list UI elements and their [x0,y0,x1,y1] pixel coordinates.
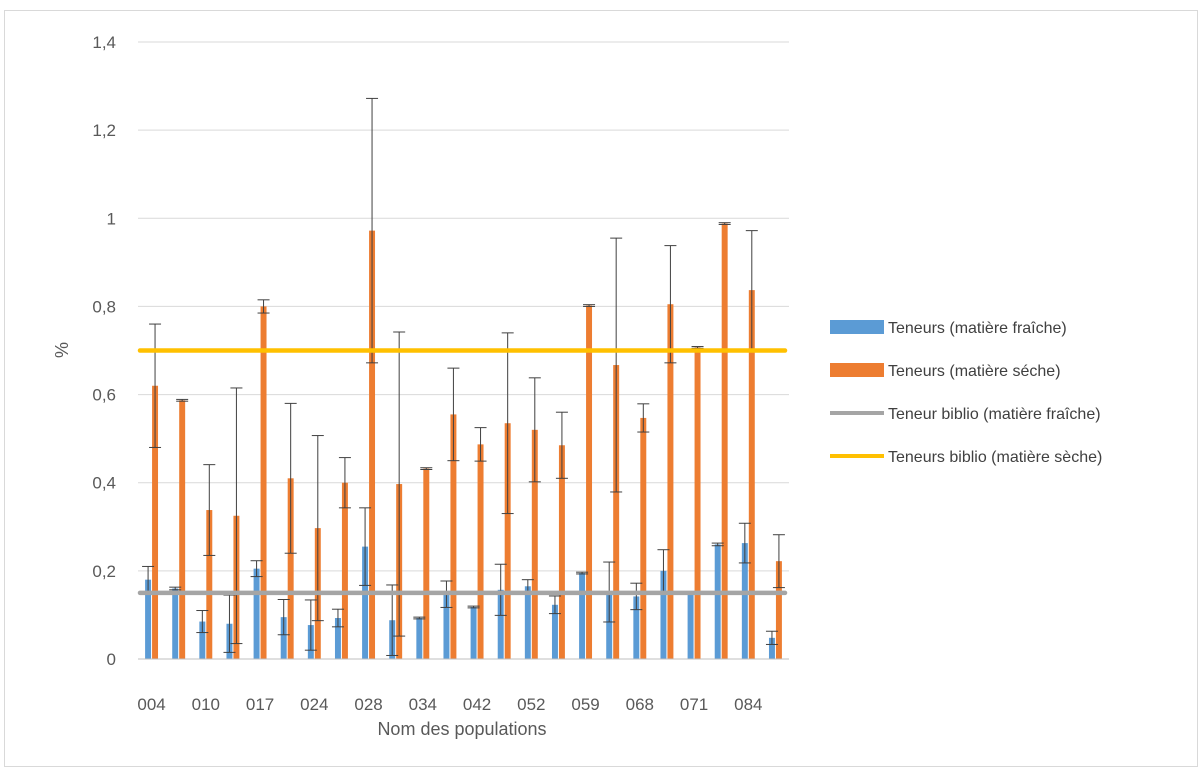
y-tick-label: 0,8 [92,297,116,316]
x-tick-label: 010 [192,695,220,714]
bar [694,347,701,659]
bar [640,417,647,659]
x-tick-label: 052 [517,695,545,714]
bar [721,223,728,659]
bar [768,637,775,659]
bar [369,230,376,659]
x-tick-label: 071 [680,695,708,714]
y-tick-label: 0,2 [92,562,116,581]
bar [423,468,430,659]
bar [470,606,477,659]
bar [586,305,593,659]
bar [260,306,267,659]
chart-frame: 0 0,2 0,4 0,6 0,8 1 1,2 1,4 004 010 017 024 028 034 04… [4,10,1198,767]
x-tick-label: 028 [354,695,382,714]
legend-swatch [830,363,884,377]
x-tick-label: 004 [137,695,165,714]
bar [741,543,748,659]
y-tick-label: 1 [107,209,116,228]
bar [524,586,531,659]
legend-label: Teneur biblio (matière fraîche) [888,406,1101,423]
legend-label: Teneurs (matière fraîche) [888,320,1067,337]
bar [253,568,260,659]
legend-label: Teneurs biblio (matière sèche) [888,449,1102,466]
bar [206,510,213,659]
bar [416,618,423,659]
bar [504,423,511,659]
bar [667,304,674,659]
bar [172,588,179,659]
y-tick-label: 0,4 [92,474,116,493]
bar [443,594,450,659]
x-tick-label: 042 [463,695,491,714]
legend: Teneurs (matière fraîche) Teneurs (matièr… [830,320,1102,466]
x-tick-label: 068 [626,695,654,714]
bar [633,596,640,659]
bar [362,546,369,659]
bar [287,478,294,659]
bar [558,445,565,659]
x-axis-title: Nom des populations [377,719,546,739]
bar [775,561,782,659]
bar [606,592,613,659]
axes: 0 0,2 0,4 0,6 0,8 1 1,2 1,4 004 010 017 024 028 034 04… [92,33,789,714]
y-tick-label: 0,6 [92,386,116,405]
bar [497,589,504,659]
bar [477,444,484,659]
bar [714,544,721,659]
x-tick-label: 024 [300,695,328,714]
x-tick-label: 017 [246,695,274,714]
bar [551,604,558,659]
gridlines [138,41,789,572]
x-tick-label: 084 [734,695,762,714]
bars [145,223,782,659]
bar [687,592,694,659]
bar [145,579,152,659]
bar [579,573,586,659]
bar [450,414,457,659]
legend-label: Teneurs (matière séche) [888,363,1061,380]
y-tick-label: 1,2 [92,121,116,140]
y-tick-label: 1,4 [92,33,116,52]
y-tick-label: 0 [107,650,116,669]
x-tick-label: 059 [571,695,599,714]
bar [660,570,667,659]
bar [341,482,348,659]
bar [531,429,538,659]
reference-lines [137,348,788,596]
bar [179,400,186,659]
bar [152,385,159,659]
bar [613,365,620,659]
bar [334,618,341,659]
bar [280,617,287,659]
bar [748,290,755,659]
bar [199,621,206,659]
y-axis-title: % [52,342,72,358]
chart-svg: 0 0,2 0,4 0,6 0,8 1 1,2 1,4 004 010 017 024 028 034 04… [52,33,1102,739]
x-tick-label: 034 [409,695,437,714]
legend-swatch [830,320,884,334]
